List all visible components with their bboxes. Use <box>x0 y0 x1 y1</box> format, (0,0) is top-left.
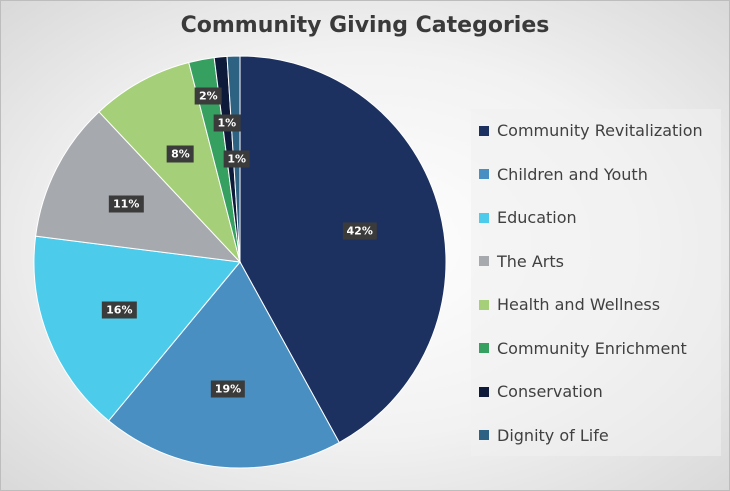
legend-swatch <box>479 343 489 353</box>
chart-title: Community Giving Categories <box>180 13 550 38</box>
pie-slice-community-revitalization <box>239 55 447 444</box>
legend-item-education: Education <box>479 208 577 227</box>
legend-item-health-and-wellness: Health and Wellness <box>479 295 660 314</box>
data-label-community-revitalization: 42% <box>342 222 377 240</box>
legend-label: Community Revitalization <box>497 121 703 140</box>
legend-swatch <box>479 386 489 397</box>
data-label-the-arts: 11% <box>109 195 144 213</box>
legend-swatch <box>479 212 489 223</box>
data-label-education: 16% <box>102 301 137 319</box>
legend-label: Dignity of Life <box>497 425 609 445</box>
legend-label: Community Enrichment <box>497 338 687 358</box>
data-label-community-enrichment: 2% <box>195 87 222 105</box>
legend-label: Conservation <box>497 382 603 401</box>
data-label-children-and-youth: 19% <box>210 380 246 398</box>
legend-label: The Arts <box>497 251 564 271</box>
pie-slice-children-and-youth <box>107 261 340 469</box>
pie-slice-education <box>33 235 241 422</box>
legend: Community Revitalization Children and You… <box>471 109 721 456</box>
legend-label: Health and Wellness <box>497 295 661 314</box>
legend-swatch <box>479 256 489 266</box>
legend-label: Children and Youth <box>497 164 648 184</box>
legend-item-community-enrichment: Community Enrichment <box>479 339 687 358</box>
legend-swatch <box>479 430 489 440</box>
legend-swatch <box>479 169 489 179</box>
legend-item-the-arts: The Arts <box>479 252 564 271</box>
legend-swatch <box>479 299 489 310</box>
legend-item-conservation: Conservation <box>479 382 603 401</box>
legend-item-dignity-of-life: Dignity of Life <box>479 426 609 445</box>
pie-slice-the-arts <box>35 111 242 263</box>
legend-item-children-and-youth: Children and Youth <box>479 165 648 184</box>
pie-slice-health-and-wellness <box>98 61 241 263</box>
data-label-conservation: 1% <box>213 114 241 132</box>
legend-swatch <box>479 125 489 136</box>
legend-item-community-revitalization: Community Revitalization <box>479 121 703 140</box>
data-label-health-and-wellness: 8% <box>167 145 194 163</box>
data-label-dignity-of-life: 1% <box>223 150 251 168</box>
legend-label: Education <box>497 208 577 227</box>
